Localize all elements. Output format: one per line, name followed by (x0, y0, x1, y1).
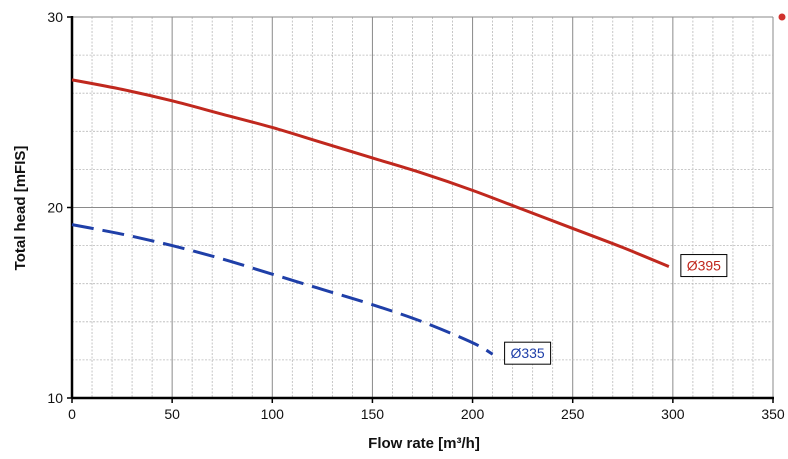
x-tick-label: 300 (661, 406, 685, 422)
series-label-2: Ø335 (504, 341, 552, 365)
x-tick-label: 100 (261, 406, 285, 422)
marker-dot (778, 13, 786, 21)
series-label-box (680, 254, 728, 278)
y-tick-label: 30 (47, 9, 63, 25)
series-line-2 (71, 223, 494, 356)
series-lines (71, 78, 670, 356)
x-axis-title: Flow rate [m³/h] (368, 435, 480, 452)
series-label-box (504, 341, 552, 365)
grid (71, 16, 774, 399)
x-tick-label: 0 (68, 406, 76, 422)
y-tick-label: 10 (47, 390, 63, 406)
series-label-text: Ø335 (510, 345, 544, 361)
tick-labels: 0 50 100 150 200 250 300 350 10 20 30 (47, 9, 784, 422)
series-label-text: Ø395 (687, 258, 721, 274)
x-tick-label: 250 (561, 406, 585, 422)
series-line-1 (71, 78, 670, 268)
y-tick-label: 20 (47, 200, 63, 216)
y-axis-title: Total head [mFIS] (12, 146, 29, 271)
axes (67, 16, 774, 403)
series-label-1: Ø395 (680, 254, 728, 278)
series-labels: Ø395 Ø335 (504, 254, 728, 365)
x-tick-label: 150 (361, 406, 385, 422)
x-tick-label: 350 (761, 406, 785, 422)
x-tick-label: 50 (164, 406, 180, 422)
x-tick-label: 200 (461, 406, 485, 422)
